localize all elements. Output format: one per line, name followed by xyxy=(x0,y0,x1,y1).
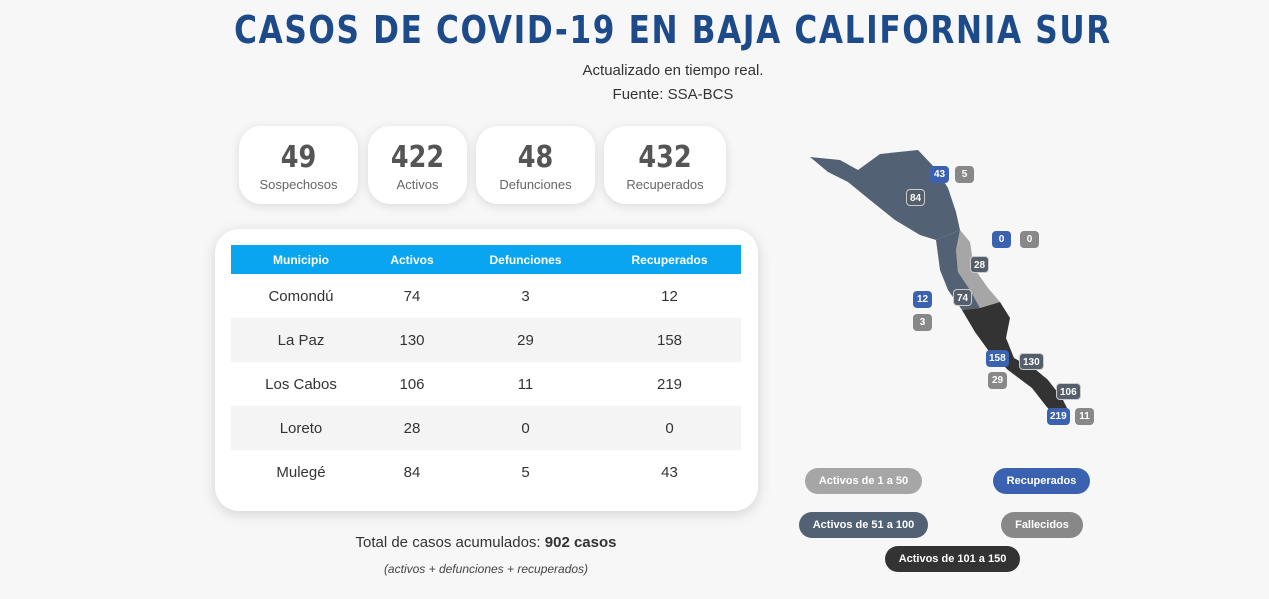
map-badge-lapaz-defunciones: 29 xyxy=(988,372,1007,389)
cell-activos: 130 xyxy=(399,331,425,349)
cell-defunciones: 11 xyxy=(517,375,534,393)
map-badge-loreto-defunciones: 0 xyxy=(1020,231,1039,248)
map-badge-mulege-activos: 84 xyxy=(906,189,926,206)
map-badge-loreto-recuperados: 0 xyxy=(992,231,1011,248)
cell-defunciones: 3 xyxy=(521,287,530,305)
stat-card-activos: 422 Activos xyxy=(368,126,467,204)
map-badge-mulege-recuperados: 43 xyxy=(930,166,949,183)
map-badge-loscabos-recuperados: 219 xyxy=(1047,408,1070,425)
map-badge-loscabos-activos: 106 xyxy=(1056,383,1081,400)
header-defunciones: Defunciones xyxy=(489,252,562,267)
map-badge-comondu-defunciones: 3 xyxy=(913,314,932,331)
stat-label: Defunciones xyxy=(499,177,572,192)
cell-activos: 84 xyxy=(403,463,421,481)
stat-value: 432 xyxy=(638,140,692,175)
cell-municipio: La Paz xyxy=(277,331,325,349)
stat-value: 48 xyxy=(517,140,554,175)
table-row: Loreto 28 0 0 xyxy=(231,406,741,450)
stat-value: 49 xyxy=(280,140,317,175)
municipio-mulege-shape[interactable] xyxy=(810,150,960,240)
legend-fallecidos: Fallecidos xyxy=(1001,512,1083,538)
total-formula-note: (activos + defunciones + recuperados) xyxy=(383,562,589,576)
header-municipio: Municipio xyxy=(273,252,329,267)
municipios-table: Municipio Activos Defunciones Recuperado… xyxy=(231,245,741,494)
header-recuperados: Recuperados xyxy=(631,252,708,267)
municipios-table-card: Municipio Activos Defunciones Recuperado… xyxy=(215,229,758,511)
source-note: Fuente: SSA-BCS xyxy=(612,86,734,103)
bcs-map: 43 5 84 0 0 28 12 74 3 158 130 29 106 21… xyxy=(800,140,1120,440)
cell-recuperados: 43 xyxy=(661,463,678,481)
stat-label: Sospechosos xyxy=(259,177,338,192)
map-badge-comondu-recuperados: 12 xyxy=(913,291,932,308)
municipio-loreto-shape xyxy=(956,230,1000,308)
cell-municipio: Mulegé xyxy=(276,463,326,481)
map-badge-loscabos-defunciones: 11 xyxy=(1075,408,1094,425)
map-badge-loreto-activos: 28 xyxy=(970,256,990,273)
update-note: Actualizado en tiempo real. xyxy=(582,62,764,79)
header-activos: Activos xyxy=(390,252,434,267)
cell-municipio: Comondú xyxy=(268,287,334,305)
table-header-row: Municipio Activos Defunciones Recuperado… xyxy=(231,245,741,274)
legend-activos-1-50: Activos de 1 a 50 xyxy=(805,468,922,494)
cell-defunciones: 29 xyxy=(517,331,534,349)
cell-recuperados: 219 xyxy=(656,375,683,393)
table-row: Comondú 74 3 12 xyxy=(231,274,741,318)
map-badge-comondu-activos: 74 xyxy=(953,289,973,306)
legend-activos-101-150: Activos de 101 a 150 xyxy=(885,546,1020,572)
total-value: 902 casos xyxy=(544,534,617,551)
total-label: Total de casos acumulados: xyxy=(355,534,541,551)
stat-label: Recuperados xyxy=(626,177,704,192)
stat-card-sospechosos: 49 Sospechosos xyxy=(239,126,358,204)
cell-municipio: Loreto xyxy=(279,419,323,437)
cell-activos: 28 xyxy=(403,419,421,437)
cell-activos: 74 xyxy=(403,287,421,305)
legend-recuperados: Recuperados xyxy=(993,468,1090,494)
stat-label: Activos xyxy=(396,177,439,192)
table-row: La Paz 130 29 158 xyxy=(231,318,741,362)
cell-recuperados: 158 xyxy=(656,331,683,349)
municipio-loscabos-shape[interactable] xyxy=(1032,370,1070,420)
legend-activos-51-100: Activos de 51 a 100 xyxy=(799,512,928,538)
map-badge-mulege-defunciones: 5 xyxy=(955,166,974,183)
cell-defunciones: 0 xyxy=(521,419,530,437)
cell-activos: 106 xyxy=(399,375,425,393)
total-cases: Total de casos acumulados: 902 casos xyxy=(243,534,729,551)
map-badge-lapaz-activos: 130 xyxy=(1019,353,1044,370)
stat-card-recuperados: 432 Recuperados xyxy=(604,126,726,204)
table-row: Mulegé 84 5 43 xyxy=(231,450,741,494)
stat-card-defunciones: 48 Defunciones xyxy=(476,126,595,204)
map-badge-lapaz-recuperados: 158 xyxy=(986,350,1009,367)
cell-recuperados: 0 xyxy=(665,419,674,437)
stat-value: 422 xyxy=(390,140,445,175)
cell-defunciones: 5 xyxy=(521,463,530,481)
cell-recuperados: 12 xyxy=(661,287,678,305)
table-row: Los Cabos 106 11 219 xyxy=(231,362,741,406)
cell-municipio: Los Cabos xyxy=(265,375,337,393)
page-title: CASOS DE COVID-19 EN BAJA CALIFORNIA SUR xyxy=(234,8,1112,52)
